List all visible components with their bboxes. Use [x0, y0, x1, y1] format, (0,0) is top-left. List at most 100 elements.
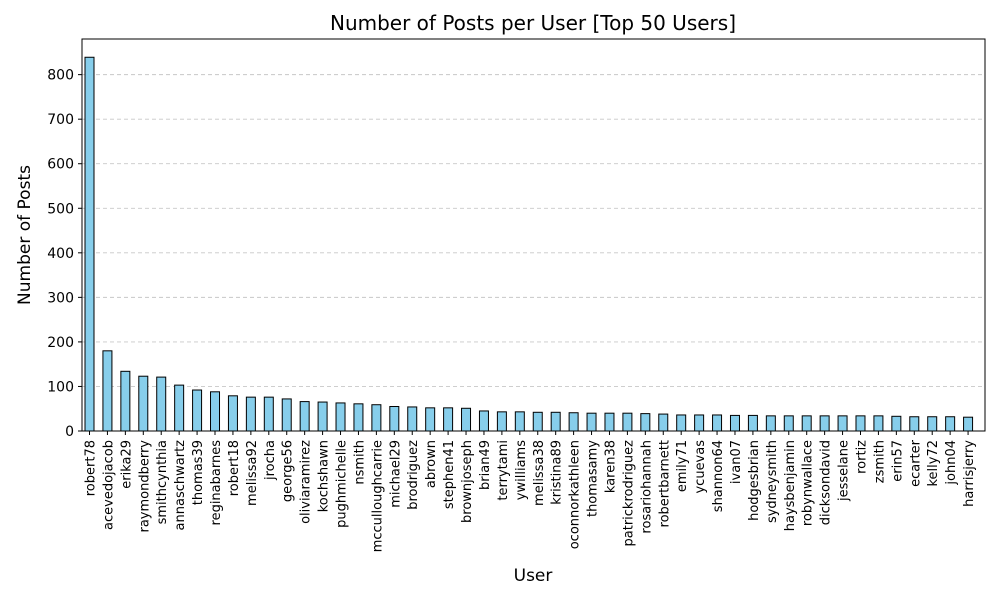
x-tick-label: acevedojacob: [101, 440, 116, 530]
x-tick-label: shannon64: [711, 440, 726, 512]
x-tick-label: terrytami: [496, 440, 511, 501]
bar-terrytami: [496, 411, 507, 432]
y-tick-label: 100: [47, 379, 74, 395]
x-tick-label: harrisjerry: [962, 440, 977, 507]
bar-zsmith: [873, 415, 884, 432]
y-axis-label: Number of Posts: [15, 165, 35, 305]
plot-frame: [81, 38, 986, 432]
x-tick-label: michael29: [388, 440, 403, 508]
x-tick-label: ivan07: [729, 440, 744, 484]
x-tick-label: rosariohannah: [639, 440, 654, 534]
y-tick-label: 500: [47, 201, 74, 217]
bar-haysbenjamin: [783, 415, 794, 432]
bar-jrocha: [263, 396, 274, 432]
x-tick-label: robert18: [227, 440, 242, 496]
bar-rosariohannah: [640, 413, 651, 432]
bar-erin57: [891, 415, 902, 432]
bar-ycuevas: [694, 414, 705, 432]
x-tick-label: robertbarnett: [657, 440, 672, 527]
x-axis-label: User: [514, 566, 553, 586]
x-tick-label: george56: [281, 440, 296, 502]
bar-john04: [945, 416, 956, 432]
x-tick-label: melissa38: [532, 440, 547, 506]
x-tick-label: ecarter: [908, 439, 923, 487]
bar-melissa92: [245, 396, 256, 432]
bar-george56: [281, 398, 292, 432]
chart-title: Number of Posts per User [Top 50 Users]: [330, 11, 736, 35]
bars: [84, 56, 974, 432]
bar-oliviaramirez: [299, 401, 310, 432]
x-tick-label: john04: [944, 440, 959, 486]
x-tick-label: pughmichelle: [335, 440, 350, 528]
y-tick-label: 200: [47, 335, 74, 351]
x-tick-label: haysbenjamin: [783, 440, 798, 531]
bar-acevedojacob: [102, 350, 113, 432]
bar-melissa38: [532, 411, 543, 432]
bar-ywilliams: [514, 411, 525, 432]
bar-robert78: [84, 56, 95, 432]
x-tick-label: emily71: [675, 440, 690, 492]
bar-karen38: [604, 412, 615, 432]
bar-emily71: [676, 414, 687, 432]
bar-reginabarnes: [210, 391, 221, 432]
x-tick-label: jesselane: [837, 440, 852, 502]
y-tick-label: 400: [47, 246, 74, 262]
bar-jesselane: [837, 415, 848, 432]
y-tick-label: 700: [47, 112, 74, 128]
x-tick-label: thomas39: [191, 440, 206, 505]
bar-ivan07: [729, 414, 740, 432]
x-tick-label: oliviaramirez: [299, 440, 314, 524]
bar-shannon64: [712, 414, 723, 432]
x-tick-label: brian49: [478, 440, 493, 490]
x-tick-label: thomasamy: [586, 440, 601, 517]
x-tick-label: mcculloughcarrie: [370, 440, 385, 552]
x-tick-label: patrickrodriguez: [621, 440, 636, 547]
bar-sydneysmith: [765, 415, 776, 432]
bar-kristina89: [550, 411, 561, 432]
y-tick-label: 300: [47, 290, 74, 306]
bar-thomasamy: [586, 412, 597, 432]
bar-rortiz: [855, 415, 866, 432]
bar-hodgesbrian: [747, 414, 758, 432]
x-tick-label: erin57: [890, 440, 905, 482]
bar-brian49: [478, 410, 489, 432]
bar-mcculloughcarrie: [371, 404, 382, 432]
x-tick-label: kristina89: [550, 440, 565, 505]
bar-ecarter: [909, 416, 920, 432]
x-tick-label: stephen41: [442, 440, 457, 509]
bar-robert18: [227, 395, 238, 432]
x-tick-label: oconnorkathleen: [568, 440, 583, 549]
y-axis-ticks: 0 100 200 300 400 500 600 700 800: [47, 68, 82, 440]
x-tick-label: robert78: [84, 440, 99, 496]
x-tick-label: hodgesbrian: [747, 440, 762, 521]
bar-erika29: [120, 370, 131, 432]
bar-kelly72: [927, 416, 938, 432]
bar-oconnorkathleen: [568, 412, 579, 432]
bar-thomas39: [192, 389, 203, 432]
x-tick-label: ywilliams: [514, 440, 529, 500]
bar-brownjoseph: [461, 407, 472, 432]
bar-nsmith: [353, 403, 364, 432]
bar-robertbarnett: [658, 413, 669, 432]
bar-brodriguez: [407, 406, 418, 432]
x-axis-ticks: robert78 acevedojacob erika29 raymondberry s…: [84, 431, 977, 552]
bar-stephen41: [443, 407, 454, 432]
x-tick-label: abrown: [424, 440, 439, 488]
bar-annaschwartz: [174, 384, 185, 432]
x-tick-label: dicksondavid: [819, 440, 834, 525]
x-tick-label: jrocha: [263, 440, 278, 481]
x-tick-label: kelly72: [926, 440, 941, 487]
x-tick-label: brownjoseph: [460, 440, 475, 523]
x-tick-label: erika29: [119, 440, 134, 489]
y-tick-label: 600: [47, 157, 74, 173]
bar-raymondberry: [138, 375, 149, 432]
bar-harrisjerry: [963, 416, 974, 432]
bar-smithcynthia: [156, 376, 167, 432]
bar-abrown: [425, 407, 436, 432]
x-tick-label: reginabarnes: [209, 440, 224, 526]
x-tick-label: karen38: [603, 440, 618, 493]
x-tick-label: nsmith: [352, 440, 367, 485]
x-tick-label: melissa92: [245, 440, 260, 506]
x-tick-label: brodriguez: [406, 440, 421, 510]
